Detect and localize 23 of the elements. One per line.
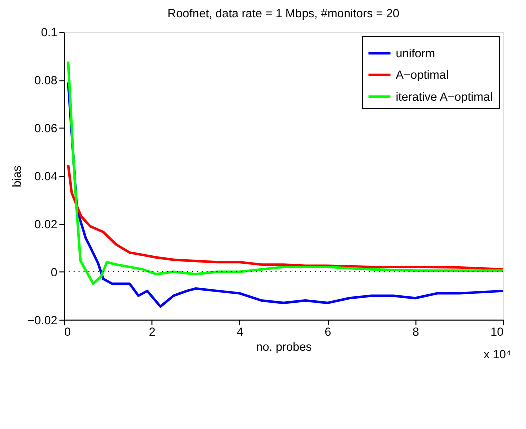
y-tick-label: 0 (51, 265, 58, 280)
y-tick-label: −0.02 (28, 313, 58, 328)
line-series (67, 60, 505, 286)
legend-label: A−optimal (396, 68, 449, 82)
text: x 10⁴ (484, 347, 512, 362)
y-tick-label: 0.06 (34, 122, 58, 136)
y-axis-title: bias (10, 166, 24, 188)
y-tick-label: 0.04 (34, 170, 58, 184)
line-series (67, 81, 505, 308)
y-tick-label: 0.1 (41, 26, 58, 40)
x-tick-label: 10 (490, 325, 504, 340)
x-axis-title: no. probes (256, 340, 312, 354)
x-tick-label: 4 (236, 325, 244, 340)
chart-title: Roofnet, data rate = 1 Mbps, #monitors = 20 (168, 6, 400, 21)
x-tick-label: 2 (149, 325, 156, 340)
legend-label: uniform (396, 46, 436, 60)
legend-label: iterative A−optimal (396, 90, 493, 104)
x-tick-label: 0 (64, 325, 72, 340)
x-tick-label: 6 (324, 325, 332, 340)
line-series (67, 164, 505, 271)
y-tick-label: 0.08 (34, 74, 58, 88)
x-tick-label: 8 (412, 325, 420, 340)
y-tick-label: 0.02 (34, 217, 58, 232)
